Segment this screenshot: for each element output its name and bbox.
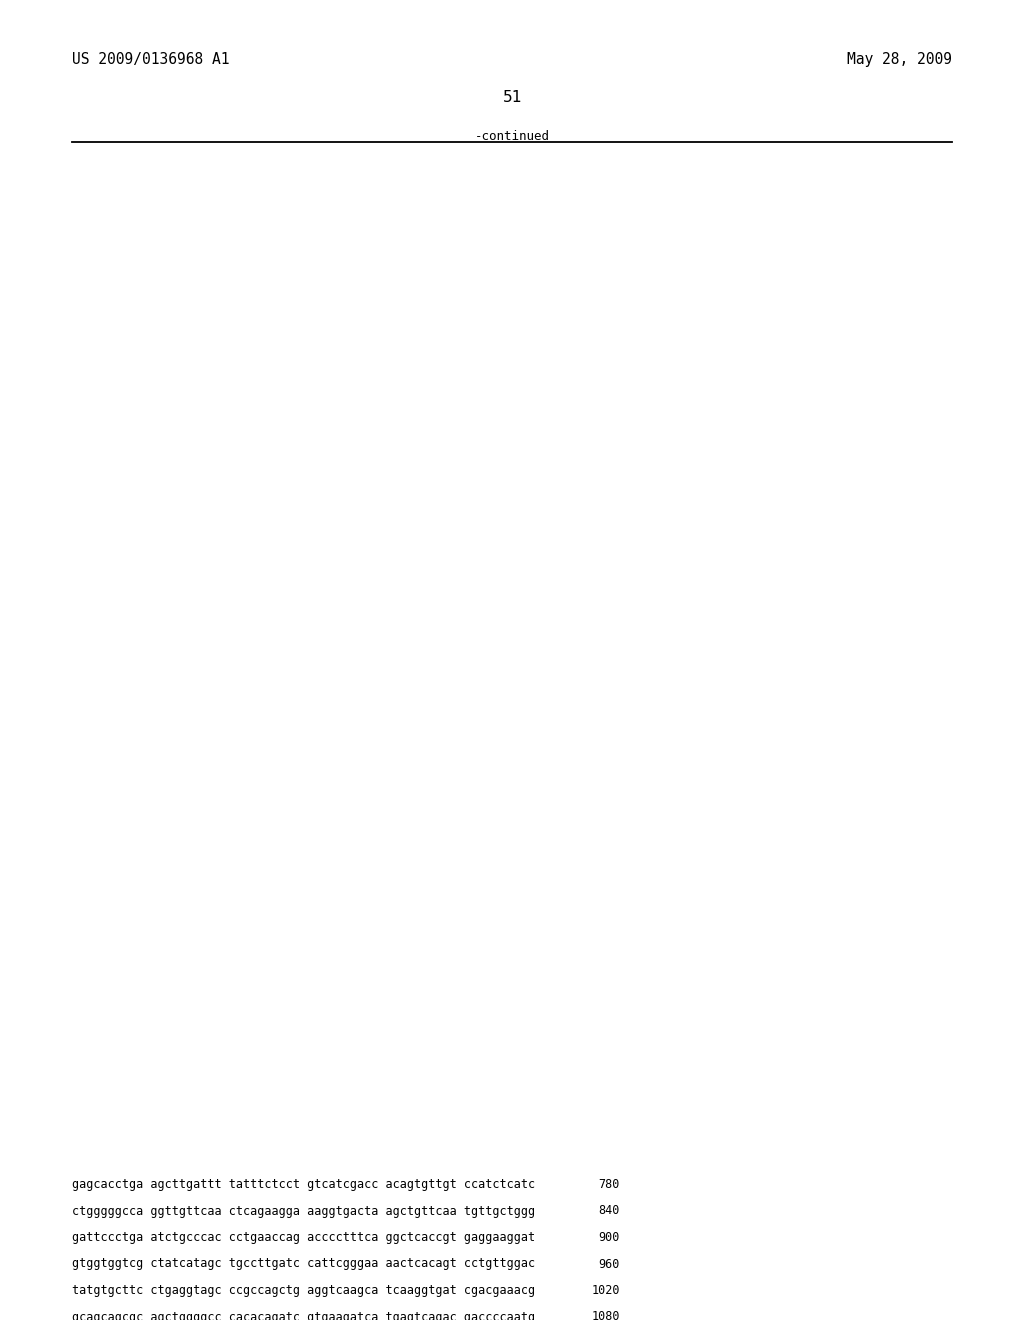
Text: 1080: 1080 (592, 1311, 620, 1320)
Text: 840: 840 (599, 1204, 620, 1217)
Text: 780: 780 (599, 1177, 620, 1191)
Text: gcagcagcgc agctggggcc cacacagatc gtgaagatca tgagtcagac gaccccaatg: gcagcagcgc agctggggcc cacacagatc gtgaaga… (72, 1311, 536, 1320)
Text: 51: 51 (503, 90, 521, 106)
Text: US 2009/0136968 A1: US 2009/0136968 A1 (72, 51, 229, 67)
Text: gattccctga atctgcccac cctgaaccag acccctttca ggctcaccgt gaggaaggat: gattccctga atctgcccac cctgaaccag acccctt… (72, 1232, 536, 1243)
Text: ctgggggcca ggttgttcaa ctcagaagga aaggtgacta agctgttcaa tgttgctggg: ctgggggcca ggttgttcaa ctcagaagga aaggtga… (72, 1204, 536, 1217)
Text: May 28, 2009: May 28, 2009 (847, 51, 952, 67)
Text: -continued: -continued (474, 129, 550, 143)
Text: 960: 960 (599, 1258, 620, 1270)
Text: gtggtggtcg ctatcatagc tgccttgatc cattcgggaa aactcacagt cctgttggac: gtggtggtcg ctatcatagc tgccttgatc cattcgg… (72, 1258, 536, 1270)
Text: 1020: 1020 (592, 1284, 620, 1298)
Text: gagcacctga agcttgattt tatttctcct gtcatcgacc acagtgttgt ccatctcatc: gagcacctga agcttgattt tatttctcct gtcatcg… (72, 1177, 536, 1191)
Text: tatgtgcttc ctgaggtagc ccgccagctg aggtcaagca tcaaggtgat cgacgaaacg: tatgtgcttc ctgaggtagc ccgccagctg aggtcaa… (72, 1284, 536, 1298)
Text: 900: 900 (599, 1232, 620, 1243)
